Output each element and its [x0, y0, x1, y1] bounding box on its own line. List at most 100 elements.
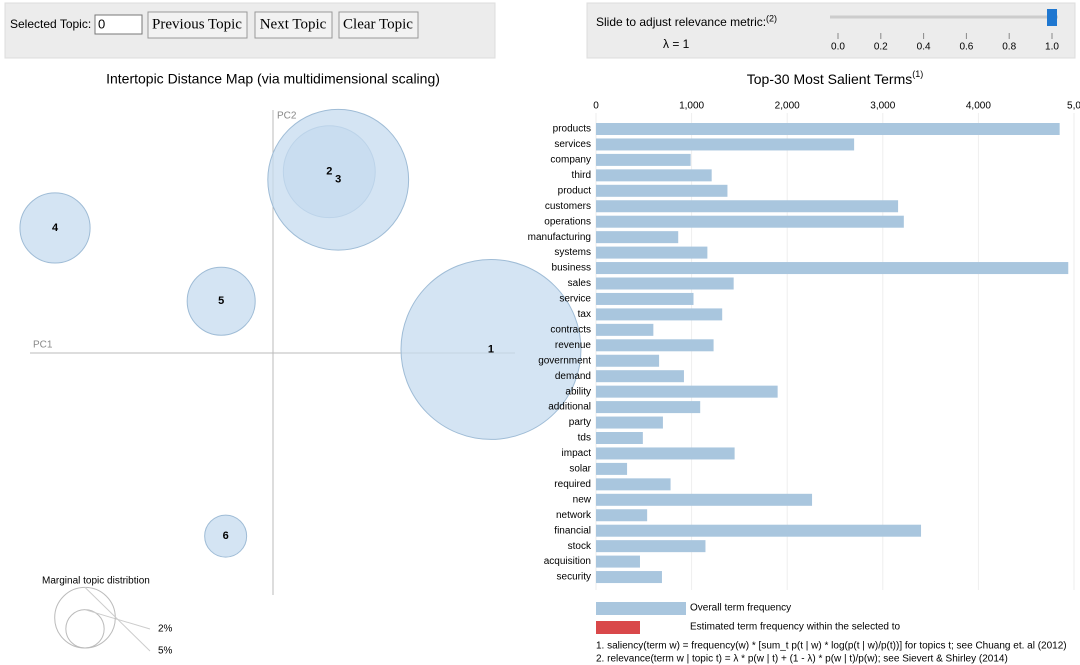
clear-button[interactable] — [338, 11, 419, 39]
pc1-label: PC1 — [33, 340, 53, 351]
bar — [596, 354, 660, 367]
slider-handle[interactable] — [1047, 9, 1057, 26]
topic-label: 4 — [52, 222, 59, 234]
bar-title-note: (1) — [912, 69, 923, 79]
topic-circle[interactable] — [204, 514, 248, 558]
lambda-label: λ = 1 — [663, 37, 690, 51]
term-label[interactable]: required — [554, 479, 591, 490]
topic-map: Intertopic Distance Map (via multidimens… — [19, 71, 582, 657]
bar — [596, 277, 734, 290]
term-label[interactable]: revenue — [555, 340, 592, 351]
term-label[interactable]: business — [552, 263, 591, 274]
bar — [596, 308, 723, 321]
next-button-label[interactable]: Next Topic — [260, 16, 327, 32]
size-legend-circle — [65, 609, 105, 649]
term-label[interactable]: manufacturing — [528, 232, 591, 243]
bar — [596, 200, 899, 213]
slider-tick-label: 0.8 — [1002, 42, 1016, 53]
slider-tick-label: 0.4 — [917, 42, 931, 53]
bar — [596, 478, 671, 491]
selected-topic-label: Selected Topic: — [10, 17, 91, 31]
bar — [596, 416, 663, 429]
legend-swatch — [596, 602, 686, 615]
term-label[interactable]: products — [553, 124, 591, 135]
term-label[interactable]: systems — [554, 247, 591, 258]
term-label[interactable]: government — [538, 355, 591, 366]
bar-title: Top-30 Most Salient Terms(1) — [747, 69, 923, 86]
term-label[interactable]: acquisition — [544, 556, 591, 567]
term-label[interactable]: operations — [544, 216, 591, 227]
slider-tick-label: 0.0 — [831, 42, 845, 53]
bar — [596, 292, 694, 305]
x-tick-label: 4,000 — [966, 101, 991, 112]
legend-label: Estimated term frequency within the sele… — [690, 622, 901, 633]
size-legend-leader — [84, 587, 151, 652]
slider-tick-label: 0.6 — [959, 42, 973, 53]
term-label[interactable]: demand — [555, 371, 591, 382]
topic-input[interactable] — [94, 14, 143, 35]
term-label[interactable]: security — [557, 572, 591, 583]
bar — [596, 447, 735, 460]
term-label[interactable]: stock — [568, 541, 592, 552]
term-label[interactable]: services — [554, 139, 591, 150]
topic-label: 5 — [218, 295, 224, 307]
footnote: 2. relevance(term w | topic t) = λ * p(w… — [596, 654, 1008, 665]
clear-button-label[interactable]: Clear Topic — [343, 16, 413, 32]
topic-circle[interactable] — [267, 108, 410, 251]
map-title: Intertopic Distance Map (via multidimens… — [106, 71, 440, 87]
x-tick-label: 2,000 — [775, 101, 800, 112]
size-legend-circle — [54, 586, 116, 649]
next-button[interactable] — [254, 11, 333, 39]
topic-label: 6 — [223, 530, 229, 542]
term-label[interactable]: tax — [578, 309, 591, 320]
term-label[interactable]: tds — [578, 433, 591, 444]
bar — [596, 246, 708, 259]
bar — [596, 184, 728, 197]
previous-button[interactable] — [147, 11, 248, 39]
bar — [596, 509, 648, 522]
legend-label: Overall term frequency — [690, 603, 791, 614]
bar — [596, 169, 712, 182]
x-tick-label: 3,000 — [870, 101, 895, 112]
size-legend-label: 5% — [158, 646, 173, 657]
term-label[interactable]: new — [573, 494, 592, 505]
term-label[interactable]: product — [558, 185, 592, 196]
slider-tick-label: 1.0 — [1045, 42, 1059, 53]
bar-title-text: Top-30 Most Salient Terms — [747, 71, 912, 87]
slider[interactable]: 0.0 0.2 0.4 0.6 0.8 1.0 — [831, 9, 1059, 53]
slider-tick-label: 0.2 — [874, 42, 888, 53]
term-label[interactable]: third — [572, 170, 591, 181]
term-label[interactable]: additional — [548, 402, 591, 413]
topic-label: 1 — [488, 343, 494, 355]
term-label[interactable]: sales — [568, 278, 591, 289]
topic-input-value[interactable]: 0 — [98, 16, 105, 31]
x-tick-label: 0 — [593, 101, 599, 112]
topic-label: 2 — [326, 166, 332, 178]
bar — [596, 555, 640, 568]
topic-circle[interactable] — [400, 258, 582, 440]
bar — [596, 153, 691, 166]
legend-swatch — [596, 621, 640, 634]
bar — [596, 262, 1069, 275]
term-label[interactable]: network — [556, 510, 592, 521]
previous-button-label[interactable]: Previous Topic — [152, 16, 242, 32]
topic-circle[interactable] — [186, 266, 256, 336]
footnote: 1. saliency(term w) = frequency(w) * [su… — [596, 641, 1067, 652]
size-legend-label: 2% — [158, 624, 173, 635]
term-label[interactable]: financial — [554, 525, 591, 536]
term-label[interactable]: party — [569, 417, 591, 428]
term-label[interactable]: service — [559, 294, 591, 305]
bar — [596, 524, 922, 537]
term-label[interactable]: impact — [562, 448, 592, 459]
term-label[interactable]: solar — [569, 464, 591, 475]
bar — [596, 339, 714, 352]
topic-circle[interactable] — [19, 192, 91, 264]
term-label[interactable]: contracts — [550, 324, 591, 335]
slider-panel — [586, 2, 1076, 59]
term-label[interactable]: ability — [565, 386, 591, 397]
bar — [596, 123, 1060, 135]
term-label[interactable]: customers — [545, 201, 591, 212]
topic-label: 3 — [335, 174, 341, 186]
term-label[interactable]: company — [550, 155, 591, 166]
